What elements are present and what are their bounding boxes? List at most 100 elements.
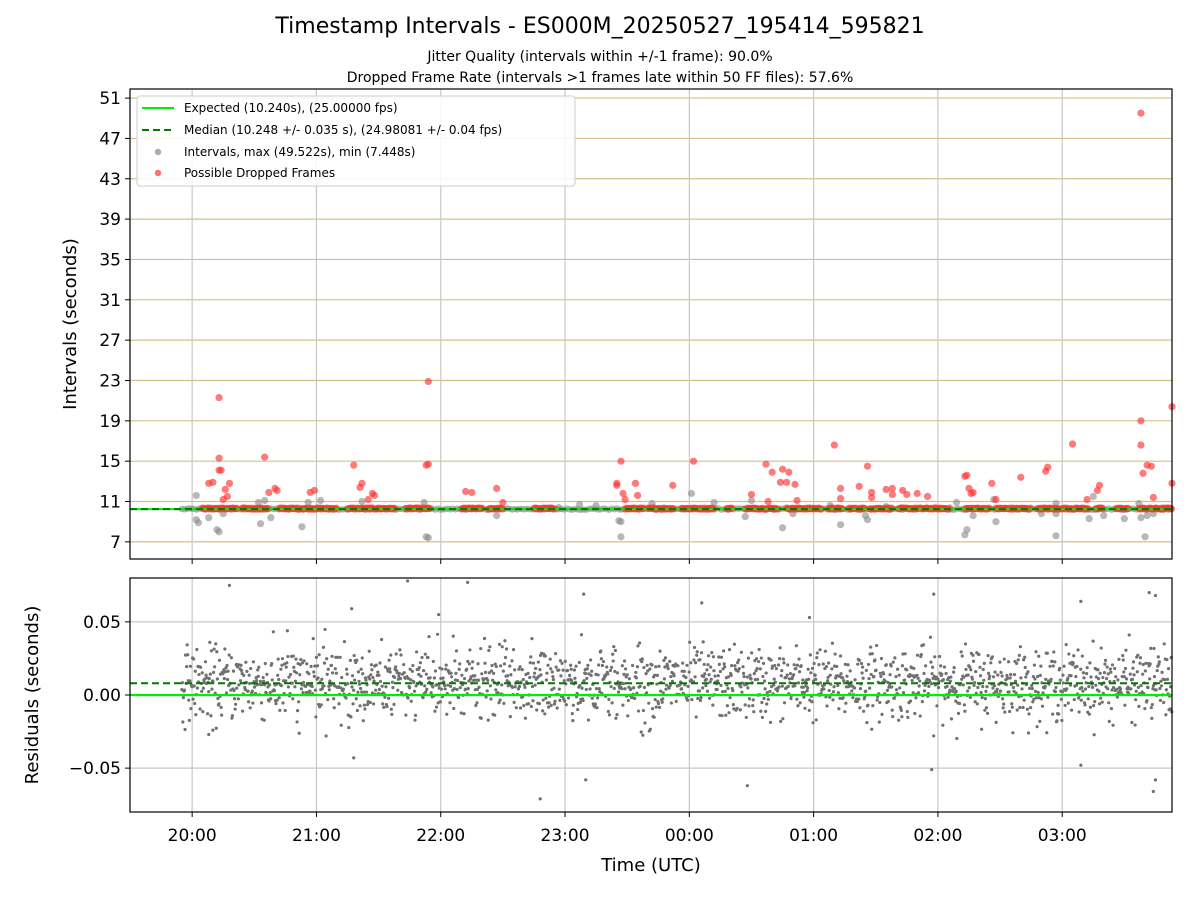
residual-point <box>382 705 386 709</box>
residual-point <box>248 681 252 686</box>
residual-point <box>747 697 752 701</box>
dropped-frame-point <box>868 493 876 502</box>
dropped-frame-point <box>468 488 476 497</box>
residual-point <box>582 592 586 596</box>
residual-point <box>981 667 985 672</box>
residual-point <box>890 685 894 689</box>
residual-point <box>685 698 690 702</box>
residual-point <box>765 691 769 695</box>
residual-point <box>802 690 807 695</box>
residual-point <box>1058 666 1062 670</box>
residual-point <box>231 669 236 673</box>
residual-point <box>704 677 708 681</box>
residual-point <box>999 670 1003 674</box>
residual-point <box>348 658 352 662</box>
residual-point <box>588 687 592 691</box>
residual-point <box>838 654 843 658</box>
residual-point <box>398 677 403 681</box>
residual-point <box>1099 696 1103 700</box>
residual-point <box>745 675 749 679</box>
residual-point <box>466 580 470 584</box>
residual-point <box>968 665 972 669</box>
residual-point <box>913 711 917 716</box>
residual-point <box>943 697 947 701</box>
residual-point <box>746 686 750 690</box>
residual-point <box>1012 673 1017 677</box>
residual-point <box>760 700 764 705</box>
residual-point <box>664 687 668 691</box>
residual-point <box>661 697 665 701</box>
residual-point <box>921 643 926 647</box>
residual-point <box>214 642 218 646</box>
residual-point <box>192 684 196 688</box>
residual-point <box>976 685 980 690</box>
residual-point <box>914 696 918 700</box>
residual-point <box>1079 698 1083 702</box>
residual-point <box>457 696 461 700</box>
residual-point <box>954 689 958 693</box>
residual-point <box>727 711 731 715</box>
residual-point <box>650 663 654 667</box>
residual-point <box>573 676 577 680</box>
residual-point <box>437 612 441 617</box>
dropped-frame-point <box>764 497 772 506</box>
residual-point <box>750 651 754 655</box>
residual-point <box>423 652 427 656</box>
residual-point <box>513 668 517 672</box>
residual-point <box>276 673 280 677</box>
residual-point <box>773 663 777 668</box>
residual-point <box>1030 683 1034 687</box>
residual-point <box>1088 705 1093 709</box>
residual-point <box>1135 670 1139 674</box>
residual-point <box>1026 670 1030 674</box>
residual-point <box>635 665 640 669</box>
residual-point <box>1015 661 1019 666</box>
residual-point <box>869 645 873 649</box>
residual-point <box>439 687 443 691</box>
residual-point <box>409 678 413 682</box>
dropped-frame-point <box>1139 469 1147 477</box>
residual-point <box>276 657 280 661</box>
residual-point <box>1002 657 1006 661</box>
residual-point <box>236 697 240 701</box>
residual-point <box>743 703 747 707</box>
residual-point <box>636 644 640 648</box>
interval-point <box>298 523 306 531</box>
dropped-frame-point <box>946 504 954 512</box>
residual-point <box>502 662 507 666</box>
residual-point <box>383 695 387 699</box>
residual-point <box>918 679 922 683</box>
residual-point <box>830 667 834 671</box>
residual-point <box>453 659 457 663</box>
residual-point <box>377 673 381 677</box>
residual-point <box>782 661 786 665</box>
residual-point <box>412 680 416 685</box>
interval-point <box>205 514 213 522</box>
residual-point <box>748 673 752 677</box>
residual-point <box>621 703 625 707</box>
residual-point <box>234 702 238 706</box>
residual-point <box>545 671 549 675</box>
residual-point <box>572 668 577 672</box>
residual-point <box>984 689 988 693</box>
residual-point <box>209 649 214 653</box>
residual-point <box>239 668 244 673</box>
residual-point <box>1124 677 1129 681</box>
residual-point <box>1110 663 1115 667</box>
residual-point <box>450 675 454 679</box>
residual-point <box>862 709 866 713</box>
dropped-frame-point <box>370 491 379 500</box>
dropped-frame-point <box>1147 462 1155 470</box>
residual-point <box>1038 673 1042 677</box>
residual-point <box>1096 668 1100 672</box>
residual-point <box>402 671 406 675</box>
residual-point <box>1118 687 1123 691</box>
residual-point <box>722 662 726 666</box>
residual-point <box>378 679 383 684</box>
residual-point <box>874 643 879 648</box>
residual-point <box>797 657 801 661</box>
residual-point <box>843 662 847 666</box>
residual-point <box>812 661 816 666</box>
residual-point <box>1015 708 1019 712</box>
residual-point <box>211 728 215 732</box>
